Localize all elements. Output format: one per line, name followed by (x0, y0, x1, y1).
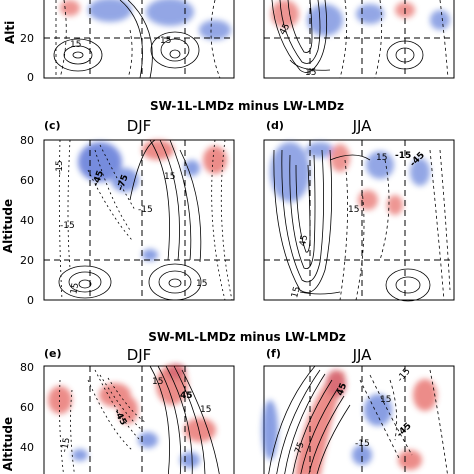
contour-label: 15 (160, 36, 171, 46)
y-axis-label: Altitude (1, 417, 15, 471)
contour-label: -15 (355, 439, 370, 449)
contour-label: -15 (60, 221, 75, 231)
contour-label: 15 (196, 279, 207, 289)
panel-letter: (f) (266, 347, 281, 360)
panel-letter: (e) (44, 347, 62, 360)
y-axis-label: Altitude (1, 199, 15, 253)
row-title: SW-ML-LMDz minus LW-LMDz (148, 330, 346, 344)
panel-letter: (c) (44, 119, 61, 132)
season-label: JJA (352, 117, 373, 135)
contour-label: 15 (70, 40, 81, 50)
contour-label: 15 (305, 68, 316, 78)
contour-label: 15 (380, 395, 391, 405)
panel-e: (e) DJF 80 60 40 -15 (20, 346, 235, 474)
y-tick: 60 (20, 174, 34, 187)
y-tick: 80 (20, 134, 34, 147)
season-label: DJF (127, 117, 152, 135)
contour-label: 45 (298, 234, 310, 247)
y-tick: 60 (20, 401, 34, 414)
contour-label: 15 (152, 377, 163, 387)
panel-f: (f) JJA 45 75 -15 -15 -45 15 (262, 346, 455, 474)
contour-label: 15 (290, 286, 303, 300)
contour-label: 15 (200, 405, 211, 415)
top-row: Alti 20 0 15 (3, 0, 455, 84)
contour-label: 45 (180, 391, 193, 401)
contour-label: -15 (60, 437, 72, 453)
y-tick: 20 (20, 32, 34, 45)
contour-label: -15 (395, 151, 411, 161)
y-tick: 0 (27, 71, 34, 84)
contour-label: -15 (138, 205, 153, 215)
y-axis-label-partial: Alti (3, 21, 17, 44)
row-title: SW-1L-LMDz minus LW-LMDz (150, 99, 344, 113)
contour-label: -15 (55, 160, 65, 175)
y-tick: 80 (20, 361, 34, 374)
panel-b: 45 15 (263, 0, 455, 79)
y-tick: 20 (20, 254, 34, 267)
y-tick: 0 (27, 294, 34, 307)
panel-letter: (d) (266, 119, 284, 132)
contour-label: 75 (293, 441, 306, 455)
y-tick: 40 (20, 214, 34, 227)
contour-label: 15 (164, 172, 175, 182)
contour-label: 15 (69, 282, 81, 295)
contour-label: 15 (376, 153, 387, 163)
contour-label: 45 (335, 382, 349, 397)
season-label: DJF (127, 346, 152, 364)
season-label: JJA (352, 346, 373, 364)
panel-a: 20 0 15 15 (20, 0, 235, 84)
y-tick: 40 (20, 441, 34, 454)
contour-label: 15 (348, 205, 359, 215)
panel-c: (c) DJF 80 60 40 20 (20, 117, 235, 307)
panel-d: (d) JJA -15 (263, 117, 455, 302)
contour-label: 45 (278, 22, 292, 37)
